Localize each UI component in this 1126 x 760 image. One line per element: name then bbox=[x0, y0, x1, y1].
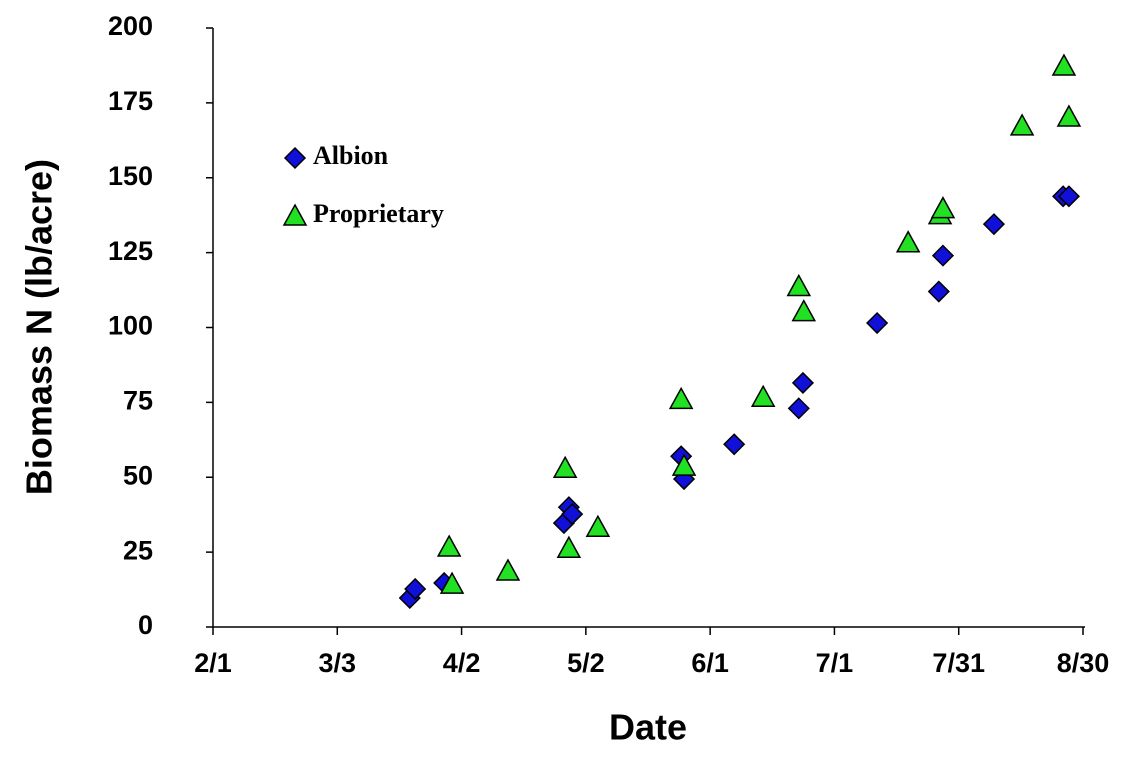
diamond-marker bbox=[283, 146, 307, 170]
triangle-marker bbox=[1056, 104, 1082, 127]
triangle-marker bbox=[1009, 113, 1035, 136]
x-tick-label: 6/1 bbox=[691, 648, 729, 678]
triangle-marker bbox=[668, 386, 694, 410]
diamond-marker bbox=[927, 280, 950, 303]
diamond-marker bbox=[787, 397, 810, 420]
x-tick-label: 5/2 bbox=[567, 648, 605, 678]
diamond-marker bbox=[791, 371, 815, 394]
legend-label: Proprietary bbox=[313, 199, 444, 228]
y-tick-label: 75 bbox=[123, 386, 153, 416]
x-tick-label: 7/1 bbox=[816, 648, 854, 678]
diamond-marker bbox=[723, 433, 746, 456]
x-tick-label: 4/2 bbox=[443, 648, 481, 678]
y-tick-label: 50 bbox=[123, 460, 153, 490]
triangle-marker bbox=[556, 535, 582, 558]
diamond-marker bbox=[931, 244, 955, 267]
x-axis-title: Date bbox=[609, 707, 687, 748]
triangle-marker bbox=[282, 203, 308, 226]
y-tick-label: 100 bbox=[108, 311, 153, 341]
triangle-marker bbox=[552, 455, 578, 479]
diamond-marker bbox=[866, 311, 889, 335]
diamond-marker bbox=[982, 213, 1005, 236]
y-tick-label: 125 bbox=[108, 236, 153, 266]
diamond-marker bbox=[404, 577, 427, 601]
triangle-marker bbox=[750, 384, 776, 408]
x-tick-label: 8/30 bbox=[1057, 648, 1110, 678]
triangle-marker bbox=[930, 196, 956, 219]
triangle-marker bbox=[791, 299, 817, 322]
x-tick-label: 7/31 bbox=[932, 648, 985, 678]
triangle-marker bbox=[495, 558, 521, 581]
triangle-marker bbox=[436, 534, 462, 557]
triangle-marker bbox=[439, 571, 465, 594]
y-tick-label: 175 bbox=[108, 86, 153, 116]
triangle-marker bbox=[895, 230, 921, 253]
triangle-marker bbox=[1051, 53, 1077, 76]
triangle-marker bbox=[585, 514, 611, 538]
triangle-marker bbox=[671, 453, 697, 476]
y-tick-label: 200 bbox=[108, 11, 153, 41]
y-tick-label: 150 bbox=[108, 161, 153, 191]
x-tick-label: 2/1 bbox=[194, 648, 232, 678]
y-axis-title: Biomass N (lb/acre) bbox=[19, 159, 60, 495]
y-tick-label: 25 bbox=[123, 535, 153, 565]
triangle-marker bbox=[786, 273, 812, 297]
diamond-marker bbox=[561, 503, 584, 526]
diamond-marker bbox=[1057, 185, 1080, 208]
legend-label: Albion bbox=[313, 141, 389, 170]
x-tick-label: 3/3 bbox=[319, 648, 357, 678]
y-tick-label: 0 bbox=[138, 610, 153, 640]
